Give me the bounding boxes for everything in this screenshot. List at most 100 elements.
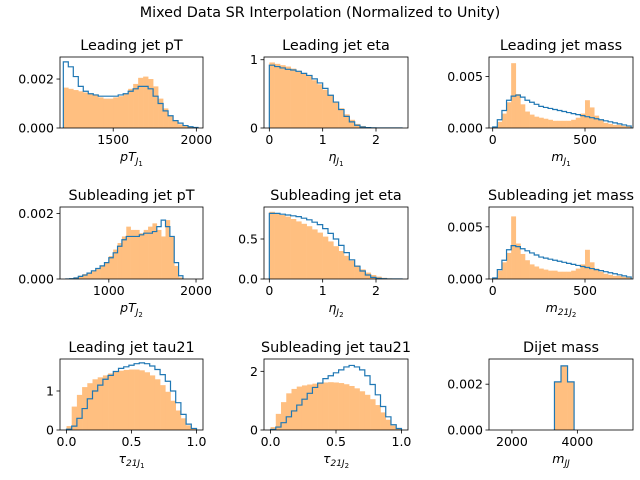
filled-bar xyxy=(561,365,568,430)
filled-bar xyxy=(328,382,334,430)
filled-bar xyxy=(148,226,153,279)
filled-bar xyxy=(152,223,158,279)
filled-bar xyxy=(317,383,324,430)
x-tick-label: 2000 xyxy=(180,283,212,298)
plot-area xyxy=(65,219,184,279)
x-tick-label: 0 xyxy=(265,132,273,147)
filled-bar xyxy=(269,62,275,128)
x-tick-label: 0.0 xyxy=(261,434,281,449)
subplot-title: Subleading jet pT xyxy=(68,188,194,204)
filled-bar xyxy=(380,412,387,430)
filled-bar xyxy=(612,124,618,128)
filled-bar xyxy=(354,388,360,430)
y-tick-label: 1 xyxy=(250,52,258,67)
filled-bar xyxy=(390,425,397,430)
filled-bar xyxy=(71,406,78,430)
filled-bar xyxy=(291,388,298,430)
x-tick-label: 0.5 xyxy=(122,434,142,449)
subplot-title: Dijet mass xyxy=(523,340,599,356)
x-axis-label: τ21J2 xyxy=(323,451,349,470)
filled-bar xyxy=(100,265,105,279)
filled-bar xyxy=(117,243,123,279)
filled-bar xyxy=(306,76,313,128)
filled-bar xyxy=(169,236,175,279)
filled-bar xyxy=(506,102,512,128)
x-axis-label: mJ1 xyxy=(551,149,570,168)
filled-bar xyxy=(580,264,586,279)
filled-bar xyxy=(552,120,558,128)
filled-bar xyxy=(98,97,104,128)
x-axis-label: τ21J1 xyxy=(118,451,144,470)
filled-bar xyxy=(78,91,84,128)
filled-bar xyxy=(139,370,145,430)
axes-frame xyxy=(488,56,634,129)
filled-bar xyxy=(515,94,521,128)
x-axis-label: mJJ xyxy=(552,451,570,469)
filled-bar xyxy=(557,271,563,279)
filled-bar xyxy=(88,93,94,128)
filled-bar xyxy=(364,394,371,430)
filled-bar xyxy=(534,116,540,128)
filled-bar xyxy=(585,249,590,279)
subplot-title: Leading jet mass xyxy=(500,38,622,54)
filled-bar xyxy=(93,94,99,128)
filled-bar xyxy=(538,117,544,128)
filled-bar xyxy=(301,385,308,430)
y-tick-label: 0 xyxy=(46,423,54,438)
filled-bar xyxy=(286,393,292,430)
plot-area xyxy=(268,211,403,279)
step-histogram xyxy=(553,365,575,430)
filled-bar xyxy=(130,229,136,279)
filled-bar xyxy=(178,277,184,279)
x-tick-label: 0 xyxy=(265,283,273,298)
filled-bar xyxy=(76,394,83,430)
filled-bar xyxy=(543,118,549,128)
subplot-title: Leading jet tau21 xyxy=(68,340,194,356)
filled-bar xyxy=(333,102,339,128)
figure-suptitle: Mixed Data SR Interpolation (Normalized … xyxy=(140,5,501,21)
filled-bar xyxy=(191,428,197,430)
filled-bar xyxy=(133,83,139,128)
subplot-title: Leading jet pT xyxy=(80,38,183,54)
filled-bar xyxy=(154,379,161,430)
filled-bar xyxy=(566,271,572,279)
filled-bar xyxy=(274,213,281,279)
filled-bar xyxy=(123,93,129,128)
x-tick-label: 0.5 xyxy=(326,434,346,449)
filled-bar xyxy=(501,113,507,128)
y-tick-label: 2 xyxy=(250,364,258,379)
step-histogram xyxy=(65,362,198,430)
filled-bar xyxy=(580,113,586,128)
x-axis-label: pTJ1 xyxy=(119,149,143,168)
filled-bar xyxy=(78,275,83,279)
filled-bar xyxy=(163,108,169,128)
subplot-4: 1000 2000 0.000 0.002 Subleading jet pT pTJ2 xyxy=(18,188,212,319)
filled-bar xyxy=(301,223,307,279)
step-histogram xyxy=(62,61,199,128)
y-tick-label: 0.005 xyxy=(447,219,483,234)
y-tick-label: 0 xyxy=(250,423,258,438)
y-tick-label: 0.002 xyxy=(18,72,54,87)
x-tick-label: 1 xyxy=(319,283,327,298)
filled-bar xyxy=(349,119,355,128)
filled-bar xyxy=(128,88,134,128)
x-tick-label: 2000 xyxy=(180,132,212,147)
filled-bar xyxy=(575,268,581,279)
filled-bar xyxy=(269,211,275,279)
filled-bar xyxy=(312,383,318,430)
filled-bar xyxy=(66,426,72,430)
y-tick-label: 0.5 xyxy=(238,232,258,247)
filled-bar xyxy=(275,413,282,430)
plot-area xyxy=(492,216,632,279)
filled-bar xyxy=(511,216,517,279)
filled-bar xyxy=(561,271,567,279)
x-axis-label: pTJ2 xyxy=(119,300,143,319)
filled-bar xyxy=(354,265,361,279)
plot-area xyxy=(269,364,403,430)
filled-bar xyxy=(113,97,119,128)
filled-bar xyxy=(338,383,345,430)
filled-bar xyxy=(82,274,88,279)
filled-bar xyxy=(178,124,184,128)
filled-bar xyxy=(548,270,553,279)
axes-frame xyxy=(59,206,204,280)
